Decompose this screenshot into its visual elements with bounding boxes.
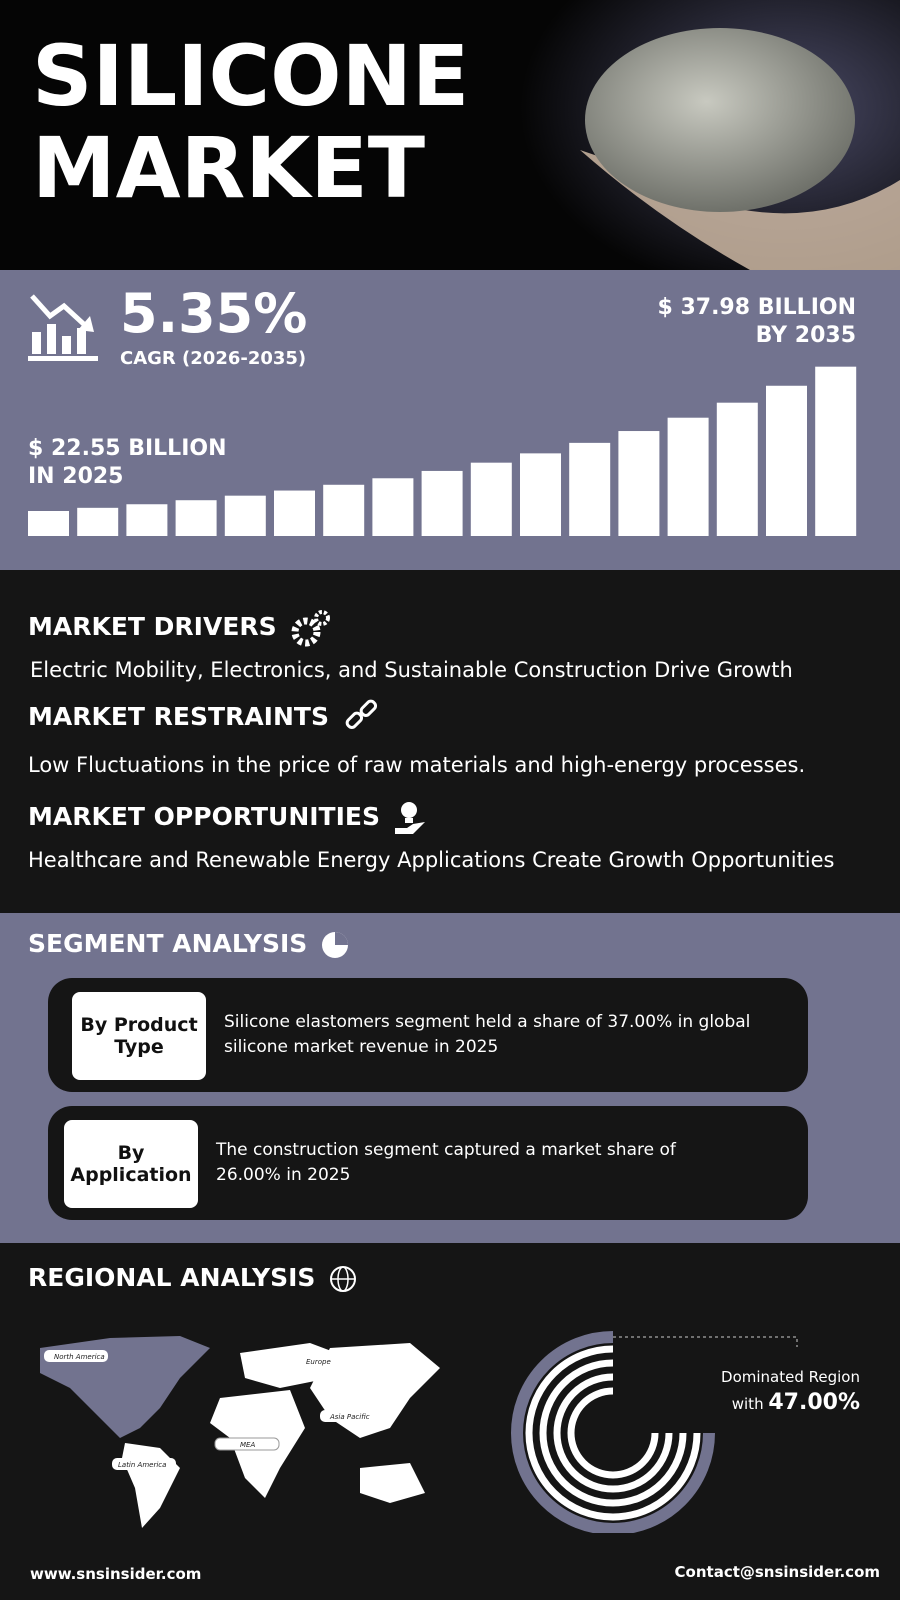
latin-america [122, 1443, 180, 1528]
dominated-value: 47.00% [768, 1390, 860, 1415]
map-label: MEA [240, 1441, 255, 1449]
segment-label: By Application [64, 1120, 198, 1208]
heading-text: MARKET OPPORTUNITIES [28, 802, 380, 831]
silicone-implant [585, 28, 855, 212]
growth-bar [28, 511, 69, 536]
end-value: $ 37.98 BILLION [657, 295, 856, 320]
end-value-block: $ 37.98 BILLION BY 2035 [657, 294, 856, 350]
outer-ring [511, 1331, 715, 1533]
start-value: $ 22.55 BILLION [28, 436, 227, 461]
growth-bar [815, 366, 857, 536]
world-map: North America Europe Asia Pacific MEA La… [40, 1336, 440, 1528]
growth-bar [470, 462, 512, 536]
regional-section: REGIONAL ANALYSIS North America Europe A… [0, 1243, 900, 1600]
growth-bar [274, 490, 315, 536]
pie-icon [322, 932, 349, 958]
header-photo [520, 0, 900, 270]
heading-text: SEGMENT ANALYSIS [28, 929, 308, 958]
heading-text: MARKET RESTRAINTS [28, 702, 329, 731]
growth-bar [372, 478, 414, 536]
growth-bar [618, 431, 660, 536]
segment-card: By Product Type Silicone elastomers segm… [48, 978, 808, 1092]
growth-bar [520, 453, 561, 536]
segment-text: The construction segment captured a mark… [216, 1140, 676, 1185]
website: www.snsinsider.com [30, 1565, 202, 1583]
growth-bars [28, 366, 857, 536]
contact: Contact@snsinsider.com [674, 1563, 880, 1581]
growth-section: 5.35% CAGR (2026-2035) $ 37.98 BILLION B… [0, 270, 900, 570]
chain-icon [345, 699, 377, 730]
opportunities-text: Healthcare and Renewable Energy Applicat… [28, 848, 835, 872]
growth-bar [716, 402, 758, 536]
map-label: North America [54, 1353, 105, 1361]
inner-rings [525, 1345, 701, 1521]
growth-bar [421, 470, 463, 536]
chart-icon [28, 294, 98, 361]
segment-label: By Product Type [72, 992, 206, 1080]
globe-icon [330, 1266, 357, 1292]
map-label: Asia Pacific [329, 1413, 370, 1421]
gear-icon [291, 610, 331, 647]
segment-section: SEGMENT ANALYSIS By Product Type Silicon… [0, 913, 900, 1243]
heading-text: REGIONAL ANALYSIS [28, 1263, 316, 1292]
dynamics-section: MARKET DRIVERS Electric Mobility, Electr… [0, 570, 900, 913]
restraints-heading: MARKET RESTRAINTS [28, 698, 382, 738]
restraints-text: Low Fluctuations in the price of raw mat… [28, 753, 806, 777]
opportunities-heading: MARKET OPPORTUNITIES [28, 798, 429, 838]
dominated-block: Dominated Region with 47.00% [721, 1364, 860, 1417]
dominated-line: with 47.00% [721, 1390, 860, 1417]
map-label-group: North America Europe Asia Pacific MEA La… [44, 1350, 384, 1470]
idea-icon [394, 802, 425, 834]
growth-bar [224, 495, 266, 536]
growth-bar [667, 417, 709, 536]
title: SILICONE MARKET [32, 30, 469, 214]
drivers-text: Electric Mobility, Electronics, and Sust… [30, 658, 793, 682]
end-year: BY 2035 [755, 323, 856, 348]
region-rings [511, 1331, 798, 1533]
growth-bar [569, 442, 611, 536]
segment-card: By Application The construction segment … [48, 1106, 808, 1220]
regional-heading: REGIONAL ANALYSIS [28, 1263, 358, 1294]
cagr-label: CAGR (2026-2035) [120, 348, 307, 369]
dominated-label: Dominated Region [721, 1368, 860, 1386]
australia [360, 1463, 425, 1503]
heading-text: MARKET DRIVERS [28, 612, 277, 641]
growth-bar [766, 385, 807, 536]
segment-text: Silicone elastomers segment held a share… [224, 1012, 751, 1057]
growth-bar [77, 507, 119, 536]
title-line: MARKET [32, 119, 426, 217]
header: SILICONE MARKET [0, 0, 900, 270]
dominated-prefix: with [731, 1395, 764, 1413]
growth-bar [175, 500, 217, 536]
title-line: SILICONE [32, 27, 470, 125]
leader-line [613, 1336, 798, 1347]
drivers-heading: MARKET DRIVERS [28, 606, 333, 650]
start-year: IN 2025 [28, 464, 124, 489]
growth-bar [323, 484, 365, 536]
segment-heading: SEGMENT ANALYSIS [28, 929, 350, 960]
cagr-value: 5.35% [120, 282, 308, 345]
growth-bar [126, 504, 168, 536]
map-label: Europe [306, 1358, 331, 1366]
map-label: Latin America [118, 1461, 166, 1469]
start-value-block: $ 22.55 BILLION IN 2025 [28, 435, 227, 491]
